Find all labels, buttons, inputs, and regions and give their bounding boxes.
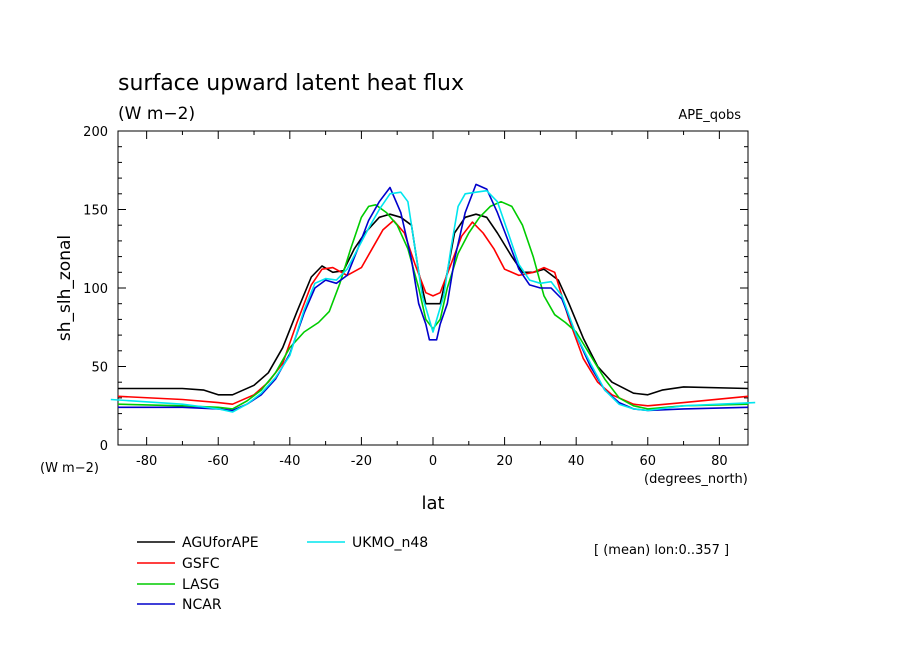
series-line-aguforape <box>118 213 749 396</box>
series-line-gsfc <box>117 219 749 407</box>
series-line-ukmo-n48 <box>110 189 756 413</box>
x-tick-label: -20 <box>351 454 372 469</box>
series-line-ncar <box>118 183 749 412</box>
legend-label: AGUforAPE <box>182 535 259 551</box>
x-tick-label: 40 <box>568 454 585 469</box>
x-tick-label: 0 <box>429 454 437 469</box>
legend-label: GSFC <box>182 556 220 572</box>
legend-label: UKMO_n48 <box>352 535 428 551</box>
y-axis-label: sh_slh_zonal <box>55 235 75 341</box>
series-line-lasg <box>117 200 749 410</box>
x-tick-label: -40 <box>279 454 300 469</box>
y-tick-label: 100 <box>83 282 108 297</box>
x-tick-label: 60 <box>639 454 656 469</box>
chart-subtitle-units: (W m−2) <box>118 104 195 124</box>
y-tick-label: 150 <box>83 204 108 219</box>
plot-area: -80 -60 -40 -20 0 20 40 60 80 0 50 100 150 200 <box>83 125 756 469</box>
series-layer <box>110 183 756 413</box>
y-axis: 0 50 100 150 200 <box>83 125 748 454</box>
legend-label: LASG <box>182 577 219 593</box>
x-tick-label: 80 <box>711 454 728 469</box>
x-units-label: (degrees_north) <box>644 472 748 487</box>
y-tick-label: 50 <box>91 361 108 376</box>
experiment-label: APE_qobs <box>678 108 741 123</box>
x-axis-label: lat <box>421 493 444 514</box>
plot-frame <box>117 130 749 446</box>
x-axis: -80 -60 -40 -20 0 20 40 60 80 <box>136 131 728 469</box>
chart-title: surface upward latent heat flux <box>118 71 464 96</box>
mean-note: [ (mean) lon:0..357 ] <box>594 543 729 558</box>
x-tick-label: -80 <box>136 454 157 469</box>
x-tick-label: -60 <box>208 454 229 469</box>
x-tick-label: 20 <box>496 454 513 469</box>
legend: AGUforAPE GSFC LASG NCAR UKMO_n48 <box>137 535 428 613</box>
y-units-label: (W m−2) <box>40 461 99 476</box>
y-tick-label: 200 <box>83 125 108 140</box>
y-tick-label: 0 <box>100 439 108 454</box>
legend-label: NCAR <box>182 597 222 613</box>
